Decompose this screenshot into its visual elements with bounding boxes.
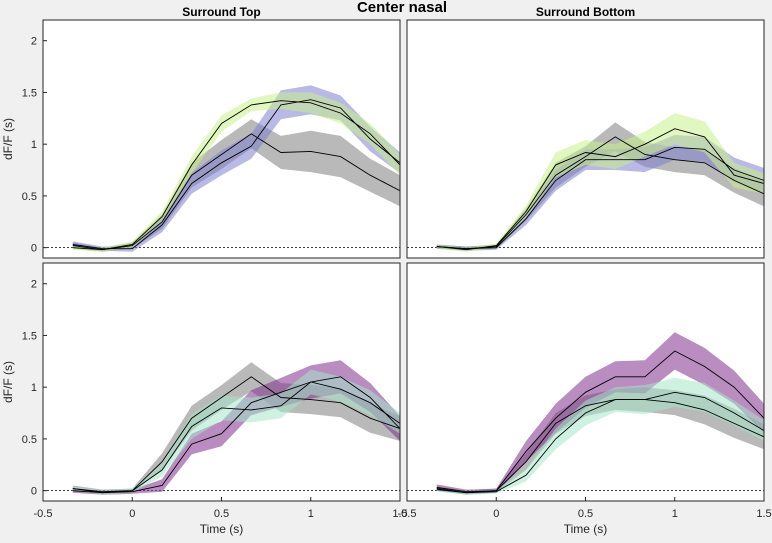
series-band-1 bbox=[436, 332, 764, 494]
plot-area bbox=[43, 360, 400, 495]
axes-box bbox=[42, 19, 401, 259]
y-tick-label: 0 bbox=[31, 243, 37, 255]
series-line-2 bbox=[72, 381, 400, 494]
series-line-1 bbox=[436, 350, 764, 493]
y-tick-label: 1.5 bbox=[22, 87, 37, 99]
y-axis-label: dF/F (s) bbox=[1, 361, 15, 403]
series-band-2 bbox=[436, 377, 764, 495]
panel-bottom-left: 0 0.5 1 1.5 2 -0.5 0 0.5 1 1.5 Time (s) dF/F (s) bbox=[1, 262, 408, 536]
y-tick-label: 1.5 bbox=[22, 330, 37, 342]
panels: 0 0.5 1 1.5 2 dF/F (s) Surround Top Surround Bo… bbox=[1, 5, 772, 536]
y-axis-label: dF/F (s) bbox=[1, 118, 15, 160]
x-axis-label: Time (s) bbox=[200, 522, 244, 536]
plot-area bbox=[407, 113, 764, 252]
x-tick-label: 1.5 bbox=[756, 508, 771, 520]
y-tick-label: 0.5 bbox=[22, 434, 37, 446]
panel-bottom-right: -0.5 0 0.5 1 1.5 Time (s) bbox=[398, 262, 772, 536]
x-tick-label: -0.5 bbox=[34, 508, 53, 520]
x-tick-label: 0 bbox=[493, 508, 499, 520]
x-tick-label: 0 bbox=[129, 508, 135, 520]
series-line-0 bbox=[72, 133, 400, 251]
panel-subtitle: Surround Top bbox=[182, 5, 260, 19]
y-tick-label: 2 bbox=[31, 36, 37, 48]
axes-background bbox=[43, 20, 400, 258]
series-line-0 bbox=[436, 136, 764, 250]
x-tick-label: 1 bbox=[672, 508, 678, 520]
plot-area bbox=[43, 85, 400, 252]
x-tick-label: 1 bbox=[308, 508, 314, 520]
panel-top-left: 0 0.5 1 1.5 2 dF/F (s) Surround Top bbox=[1, 5, 401, 259]
x-tick-label: -0.5 bbox=[398, 508, 417, 520]
series-line-2 bbox=[72, 100, 400, 251]
y-tick-label: 0.5 bbox=[22, 191, 37, 203]
x-tick-label: 1.5 bbox=[392, 508, 407, 520]
series-band-2 bbox=[436, 113, 764, 252]
panel-subtitle: Surround Bottom bbox=[536, 5, 635, 19]
x-axis-label: Time (s) bbox=[564, 522, 608, 536]
plot-area bbox=[407, 332, 764, 495]
figure-title: Center nasal bbox=[357, 0, 447, 16]
panel-top-right: Surround Bottom bbox=[406, 5, 765, 259]
series-line-1 bbox=[72, 99, 400, 250]
y-tick-label: 1 bbox=[31, 382, 37, 394]
x-tick-label: 0.5 bbox=[578, 508, 593, 520]
x-tick-label: 0.5 bbox=[214, 508, 229, 520]
series-line-1 bbox=[436, 146, 764, 250]
series-line-1 bbox=[72, 376, 400, 494]
y-tick-label: 1 bbox=[31, 139, 37, 151]
axes-box bbox=[406, 19, 765, 259]
y-tick-label: 0 bbox=[31, 486, 37, 498]
y-tick-label: 2 bbox=[31, 279, 37, 291]
series-line-2 bbox=[436, 128, 764, 251]
series-line-2 bbox=[436, 391, 764, 494]
